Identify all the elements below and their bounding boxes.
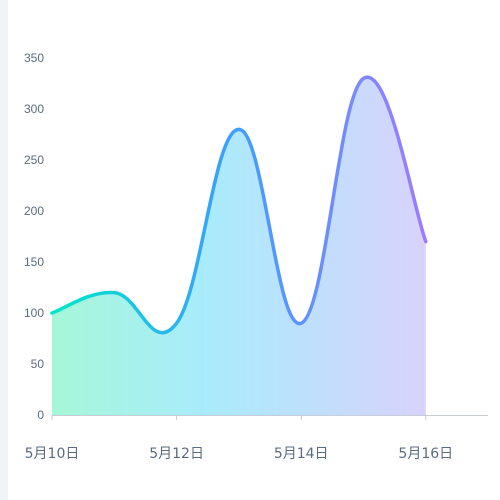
y-tick-label: 150: [24, 255, 44, 269]
x-tick-label: 5月16日: [398, 446, 453, 462]
y-tick-label: 200: [24, 204, 44, 218]
y-tick-label: 300: [24, 102, 44, 116]
x-tick-label: 5月10日: [25, 446, 80, 462]
x-tick-label: 5月12日: [149, 446, 204, 462]
series-line: [50, 75, 428, 335]
y-tick-label: 100: [24, 306, 44, 320]
y-tick-label: 0: [37, 408, 44, 422]
x-axis-labels: 5月10日 5月12日 5月14日 5月16日: [25, 446, 454, 462]
area-layer: [50, 75, 428, 415]
y-tick-label: 250: [24, 153, 44, 167]
y-tick-label: 350: [24, 51, 44, 65]
left-edge-strip: [0, 0, 8, 500]
y-tick-label: 50: [31, 357, 45, 371]
x-axis-ticks: [51, 415, 427, 420]
series-area-fill: [52, 77, 426, 415]
y-axis-labels: 0 50 100 150 200 250 300 350: [24, 51, 44, 422]
x-tick-label: 5月14日: [274, 446, 329, 462]
